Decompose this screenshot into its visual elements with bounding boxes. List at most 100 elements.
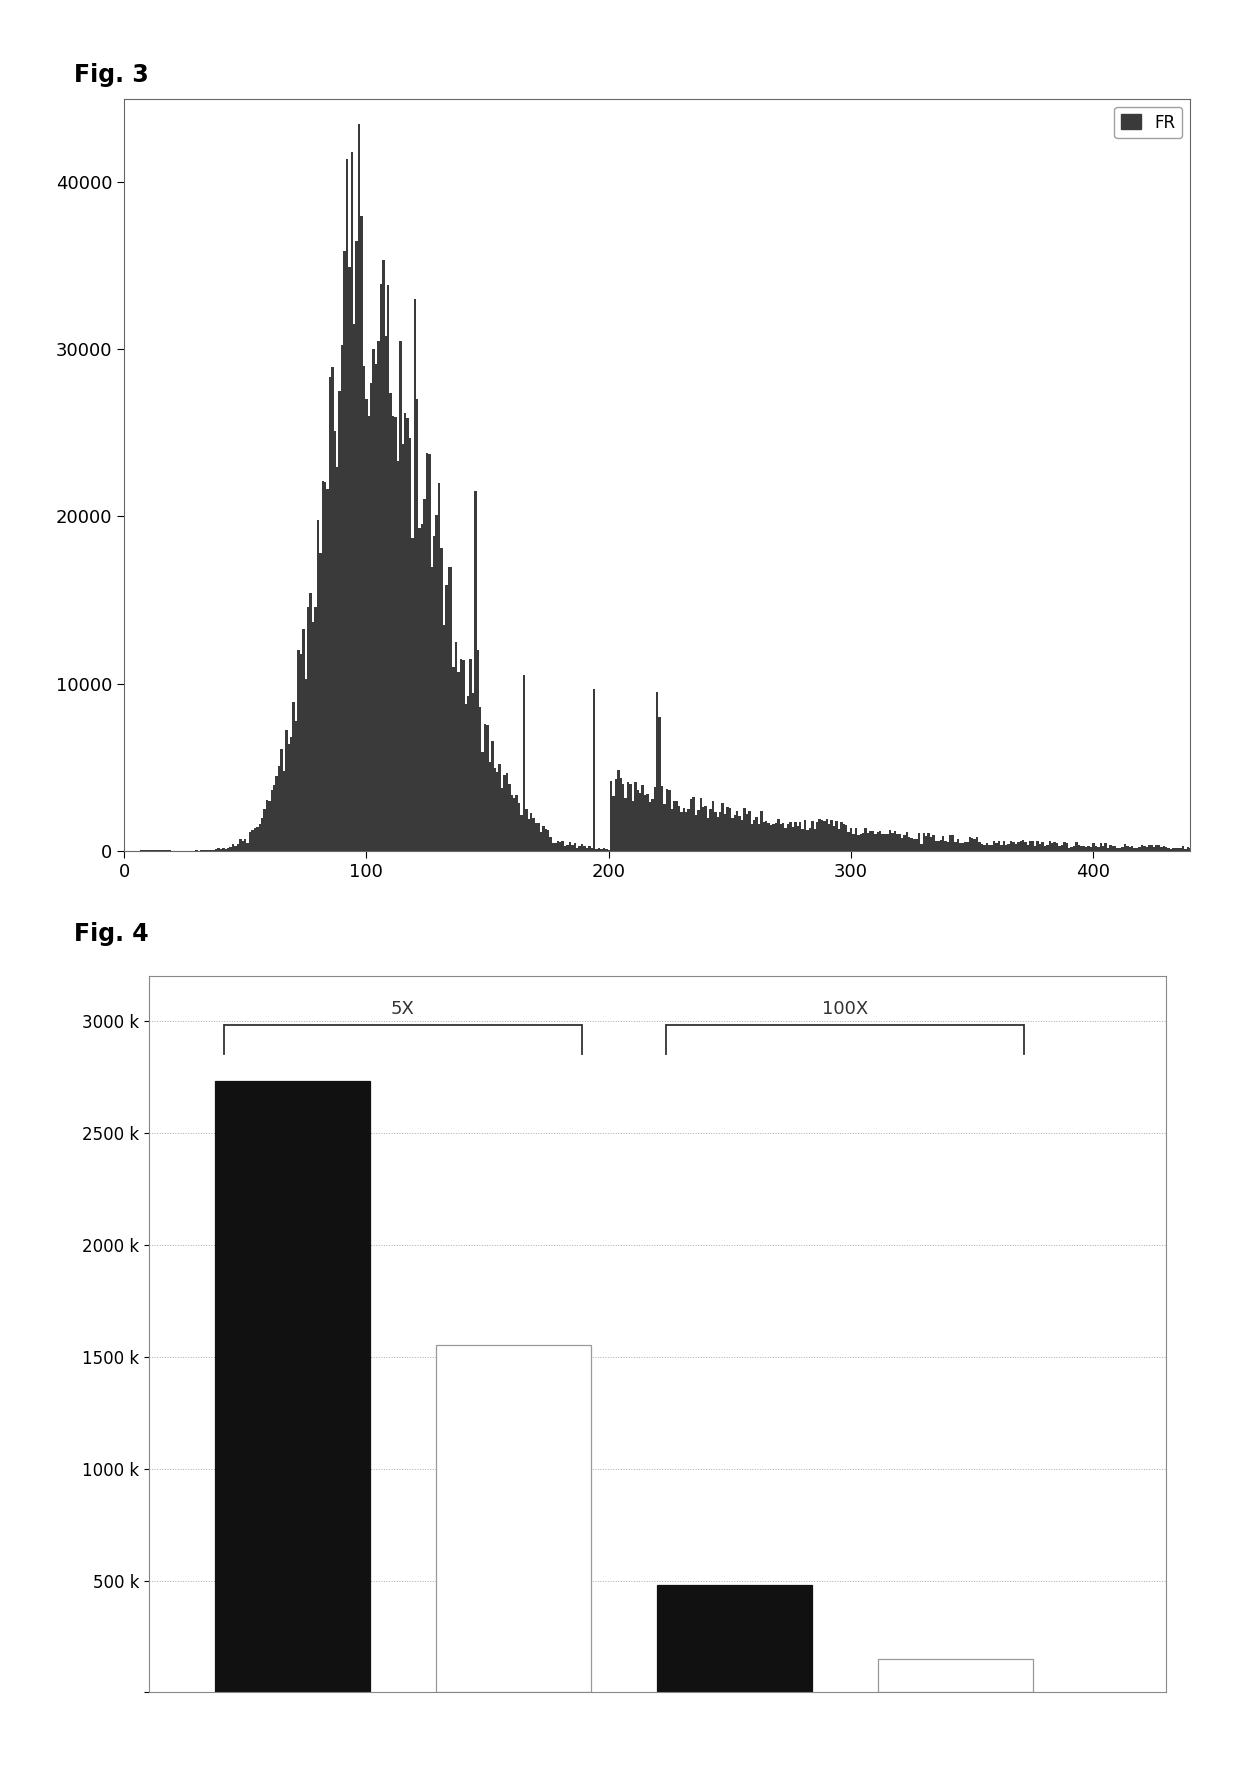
Bar	[425, 453, 428, 851]
Bar	[341, 344, 343, 851]
Bar	[978, 842, 981, 851]
Bar	[348, 267, 351, 851]
Bar	[804, 820, 806, 851]
Bar	[598, 847, 600, 851]
Bar	[433, 536, 435, 851]
Bar	[351, 152, 353, 851]
Bar	[595, 849, 598, 851]
Bar	[925, 836, 928, 851]
Bar	[988, 845, 991, 851]
Bar	[874, 835, 877, 851]
Bar	[496, 772, 498, 851]
Bar	[913, 838, 915, 851]
Bar	[308, 607, 310, 851]
Bar	[743, 808, 745, 851]
Bar	[950, 835, 951, 851]
Bar	[404, 414, 407, 851]
Bar	[930, 836, 932, 851]
Bar	[879, 831, 882, 851]
Bar	[1070, 847, 1073, 851]
Bar	[986, 844, 988, 851]
Bar	[1172, 847, 1174, 851]
Bar	[295, 720, 298, 851]
Bar	[508, 784, 511, 851]
Bar	[1110, 845, 1111, 851]
Bar	[738, 817, 740, 851]
Bar	[935, 840, 937, 851]
Bar	[841, 822, 843, 851]
Bar	[973, 838, 976, 851]
Bar	[547, 829, 549, 851]
Bar	[420, 525, 423, 851]
Bar	[436, 1345, 591, 1692]
Bar	[311, 621, 314, 851]
Bar	[1034, 845, 1037, 851]
Bar	[217, 849, 219, 851]
Bar	[1131, 845, 1133, 851]
Bar	[1044, 845, 1047, 851]
Bar	[1161, 847, 1163, 851]
Bar	[998, 842, 1001, 851]
Bar	[458, 672, 460, 851]
Bar	[656, 691, 658, 851]
Bar	[1060, 845, 1063, 851]
Bar	[646, 793, 649, 851]
Bar	[222, 849, 224, 851]
Bar	[959, 842, 961, 851]
Bar	[808, 827, 811, 851]
Bar	[806, 829, 808, 851]
Bar	[285, 731, 288, 851]
Bar	[574, 844, 577, 851]
Bar	[463, 659, 465, 851]
Bar	[681, 811, 683, 851]
Bar	[428, 455, 430, 851]
Bar	[298, 650, 300, 851]
Bar	[894, 831, 897, 851]
Bar	[826, 818, 828, 851]
Bar	[966, 842, 968, 851]
Bar	[954, 842, 956, 851]
Bar	[831, 820, 833, 851]
Bar	[334, 432, 336, 851]
Bar	[1102, 847, 1105, 851]
Bar	[316, 521, 319, 851]
Bar	[1012, 842, 1014, 851]
Bar	[722, 804, 724, 851]
Bar	[836, 820, 838, 851]
Bar	[569, 842, 572, 851]
Legend: FR: FR	[1115, 107, 1182, 138]
Bar	[644, 795, 646, 851]
Bar	[1056, 844, 1058, 851]
Bar	[1063, 842, 1065, 851]
Bar	[494, 768, 496, 851]
Bar	[818, 818, 821, 851]
Bar	[993, 842, 996, 851]
Bar	[782, 824, 785, 851]
Bar	[1105, 844, 1107, 851]
Bar	[399, 342, 402, 851]
Bar	[618, 770, 620, 851]
Bar	[634, 783, 636, 851]
Bar	[1058, 845, 1060, 851]
Bar	[687, 810, 689, 851]
Bar	[816, 822, 818, 851]
Bar	[260, 818, 263, 851]
Bar	[1075, 842, 1078, 851]
Bar	[750, 824, 753, 851]
Bar	[657, 1585, 812, 1692]
Bar	[263, 810, 265, 851]
Bar	[305, 679, 308, 851]
Bar	[1164, 847, 1167, 851]
Bar	[833, 826, 836, 851]
Bar	[905, 833, 908, 851]
Bar	[258, 824, 260, 851]
Bar	[709, 810, 712, 851]
Bar	[283, 770, 285, 851]
Bar	[484, 724, 486, 851]
Bar	[631, 801, 634, 851]
Bar	[1087, 845, 1090, 851]
Bar	[620, 777, 622, 851]
Bar	[1014, 844, 1017, 851]
Bar	[649, 802, 651, 851]
Bar	[763, 822, 765, 851]
